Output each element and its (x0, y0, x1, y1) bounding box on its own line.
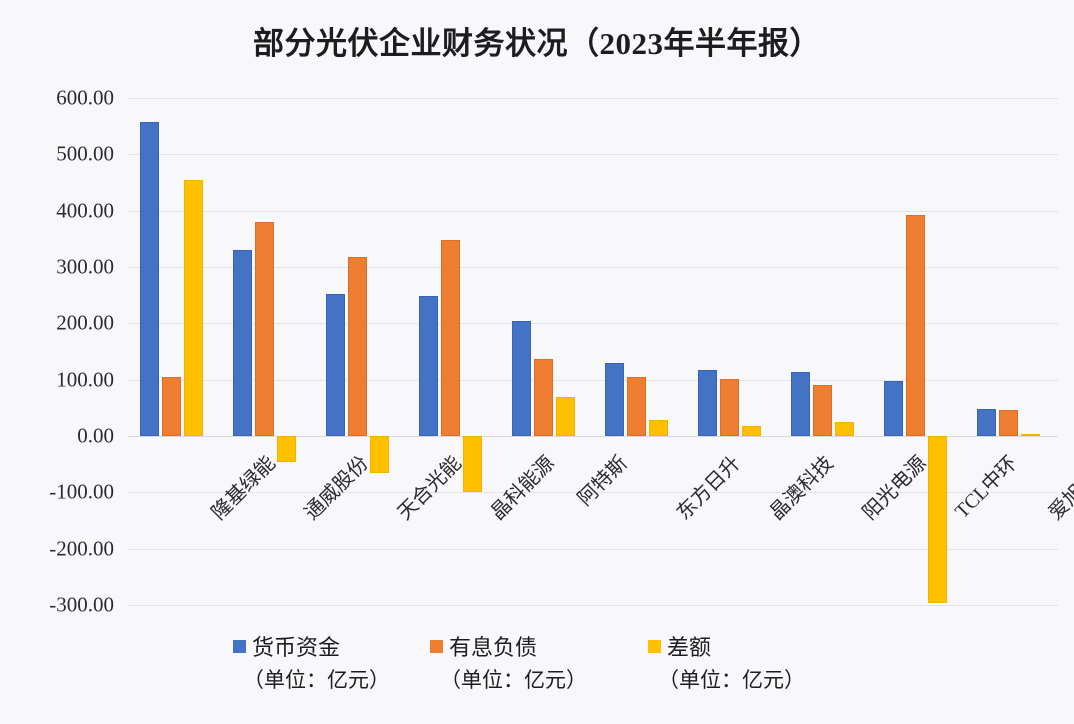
bar-差额[interactable] (928, 436, 947, 603)
plot-area (128, 98, 1058, 606)
legend-series-name: 差额 (667, 635, 712, 660)
legend-item[interactable]: 货币资金 （单位：亿元） (233, 630, 390, 694)
bar-有息负债[interactable] (813, 385, 832, 436)
gridline (128, 267, 1058, 268)
bar-有息负债[interactable] (720, 379, 739, 436)
bar-货币资金[interactable] (977, 408, 996, 436)
y-axis-tick-label: 0.00 (77, 423, 114, 448)
legend-series-name: 货币资金 (252, 635, 341, 660)
chart-legend: 货币资金 （单位：亿元） 有息负债 （单位：亿元） 差额 （单位：亿元） (0, 630, 1074, 714)
gridline (128, 210, 1058, 212)
bar-货币资金[interactable] (233, 250, 252, 436)
bar-有息负债[interactable] (627, 376, 646, 436)
gridline (128, 492, 1058, 494)
gridline (128, 154, 1058, 156)
legend-swatch-icon (233, 639, 246, 653)
bar-group (791, 98, 854, 605)
bar-货币资金[interactable] (326, 294, 345, 436)
bar-group (605, 98, 668, 605)
bar-差额[interactable] (463, 436, 482, 493)
y-axis-labels: 600.00 500.00 400.00 300.00 200.00 100.00 0.00… (0, 86, 114, 617)
bar-group (233, 98, 296, 605)
bar-有息负债[interactable] (534, 359, 553, 436)
bar-货币资金[interactable] (791, 371, 810, 436)
y-axis-tick-label: -200.00 (49, 536, 114, 561)
legend-item[interactable]: 有息负债 （单位：亿元） (430, 630, 587, 694)
bar-货币资金[interactable] (605, 363, 624, 436)
gridline (128, 379, 1058, 381)
bar-有息负债[interactable] (255, 221, 274, 436)
bar-有息负债[interactable] (906, 214, 925, 436)
bar-有息负债[interactable] (162, 377, 181, 436)
bar-差额[interactable] (556, 397, 575, 436)
y-axis-tick-label: 500.00 (56, 141, 114, 166)
bar-货币资金[interactable] (884, 380, 903, 436)
bar-差额[interactable] (370, 436, 389, 474)
bar-差额[interactable] (835, 421, 854, 436)
bar-差额[interactable] (649, 419, 668, 436)
gridline (128, 436, 1058, 437)
legend-series-unit: （单位：亿元） (440, 669, 587, 692)
legend-item[interactable]: 差额 （单位：亿元） (648, 630, 805, 694)
y-axis-tick-label: 400.00 (56, 198, 114, 223)
gridline (128, 548, 1058, 550)
bar-有息负债[interactable] (999, 409, 1018, 436)
bar-差额[interactable] (184, 180, 203, 436)
bar-货币资金[interactable] (512, 320, 531, 436)
bar-有息负债[interactable] (348, 256, 367, 436)
y-axis-tick-label: 300.00 (56, 254, 114, 279)
legend-series-name: 有息负债 (449, 635, 538, 660)
bar-group (326, 98, 389, 605)
legend-series-unit: （单位：亿元） (243, 669, 390, 692)
bar-货币资金[interactable] (140, 121, 159, 436)
bar-有息负债[interactable] (441, 239, 460, 436)
y-axis-tick-label: 600.00 (56, 85, 114, 110)
legend-swatch-icon (430, 639, 443, 653)
bar-差额[interactable] (742, 426, 761, 436)
bar-group (698, 98, 761, 605)
bar-货币资金[interactable] (419, 296, 438, 436)
gridline (128, 323, 1058, 325)
legend-swatch-icon (648, 639, 661, 653)
legend-series-unit: （单位：亿元） (658, 669, 805, 692)
y-axis-tick-label: 100.00 (56, 367, 114, 392)
y-axis-tick-label: -100.00 (49, 479, 114, 504)
bar-group (419, 98, 482, 605)
bar-货币资金[interactable] (698, 369, 717, 436)
gridline (128, 98, 1058, 99)
y-axis-tick-label: 200.00 (56, 310, 114, 335)
bar-group (512, 98, 575, 605)
y-axis-tick-label: -300.00 (49, 592, 114, 617)
bar-差额[interactable] (277, 436, 296, 463)
gridline (128, 605, 1058, 606)
bar-group (140, 98, 203, 605)
bar-group (977, 98, 1040, 605)
chart-title: 部分光伏企业财务状况（2023年半年报） (253, 26, 821, 61)
bar-group (884, 98, 947, 605)
bar-差额[interactable] (1021, 434, 1040, 437)
